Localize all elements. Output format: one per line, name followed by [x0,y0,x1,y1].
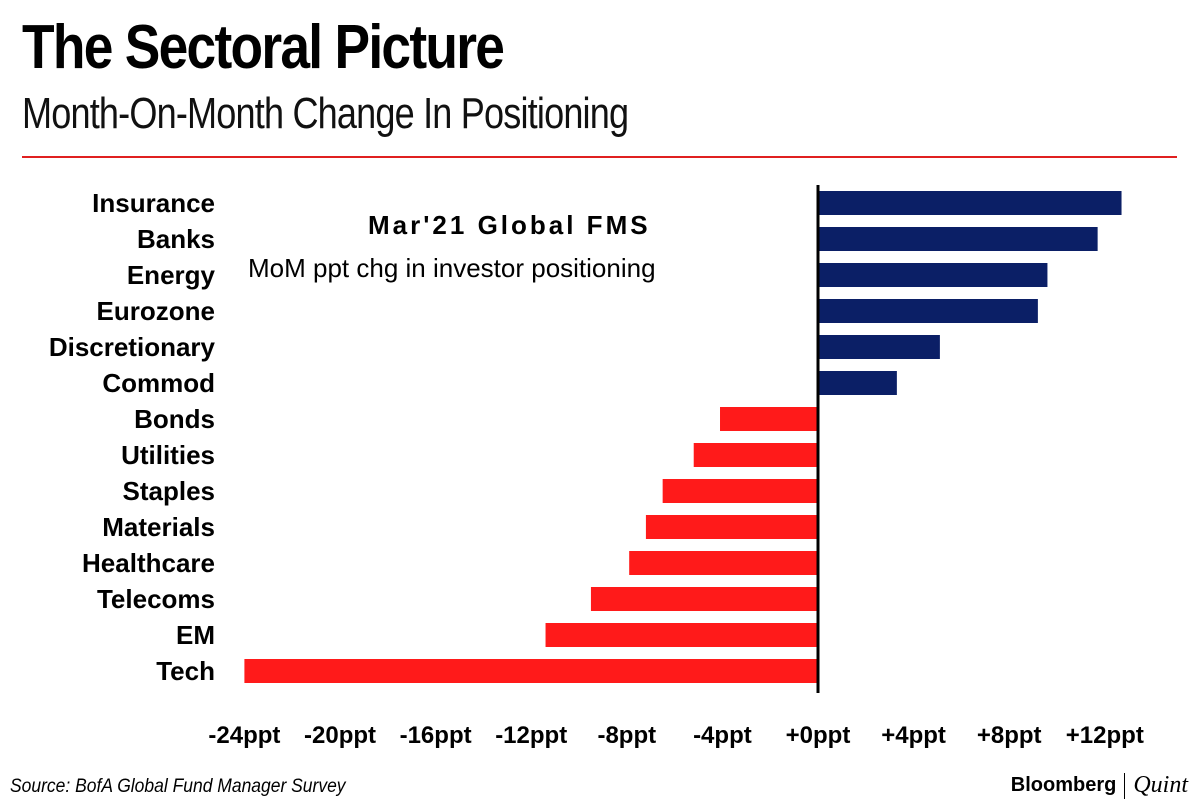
category-label-materials: Materials [102,512,215,542]
chart-subtitle: Month-On-Month Change In Positioning [22,89,629,138]
chart-title: The Sectoral Picture [22,13,505,82]
category-label-commod: Commod [102,368,215,398]
brand-main-text: Bloomberg [1010,774,1117,796]
x-tick-label: -16ppt [400,722,472,749]
x-tick-label: +12ppt [1066,722,1144,749]
brand-sub-text: Quint [1133,772,1188,798]
annotation-title: Mar'21 Global FMS [368,210,651,240]
category-label-insurance: Insurance [92,188,215,218]
x-tick-label: -8ppt [597,722,656,749]
x-tick-label: +0ppt [786,722,851,749]
category-label-staples: Staples [123,476,216,506]
x-tick-label: -4ppt [693,722,752,749]
source-note: Source: BofA Global Fund Manager Survey [10,776,346,797]
category-label-energy: Energy [127,260,216,290]
category-label-discretionary: Discretionary [49,332,216,362]
bar-group [244,191,1122,683]
brand-logo: Bloomberg Quint [1011,772,1188,799]
x-tick-label: +4ppt [881,722,946,749]
category-label-banks: Banks [137,224,215,254]
bar-insurance [818,191,1122,215]
annotation-subtitle: MoM ppt chg in investor positioning [248,253,656,283]
category-label-telecoms: Telecoms [97,584,215,614]
bar-energy [818,263,1048,287]
bar-tech [244,659,818,683]
x-tick-label: -12ppt [495,722,567,749]
bar-eurozone [818,299,1038,323]
bar-staples [662,479,818,503]
bar-healthcare [629,551,818,575]
category-label-tech: Tech [156,656,215,686]
x-tick-label: -24ppt [208,722,280,749]
bar-banks [818,227,1098,251]
x-tick-label: +8ppt [977,722,1042,749]
bar-materials [645,515,818,539]
bar-em [545,623,818,647]
category-label-utilities: Utilities [121,440,215,470]
category-label-eurozone: Eurozone [97,296,215,326]
bar-bonds [720,407,818,431]
category-label-bonds: Bonds [134,404,215,434]
bar-telecoms [590,587,818,611]
category-label-healthcare: Healthcare [82,548,215,578]
bar-commod [818,371,897,395]
category-labels: Insurance Banks Energy Eurozone Discretionar… [49,188,216,686]
x-tick-label: -20ppt [304,722,376,749]
title-divider [22,156,1177,158]
bar-utilities [693,443,818,467]
category-label-em: EM [176,620,215,650]
bar-discretionary [818,335,940,359]
brand-separator [1124,772,1126,799]
x-axis-tick-labels: -24ppt -20ppt -16ppt -12ppt -8ppt -4ppt +0ppt +… [208,722,1143,749]
